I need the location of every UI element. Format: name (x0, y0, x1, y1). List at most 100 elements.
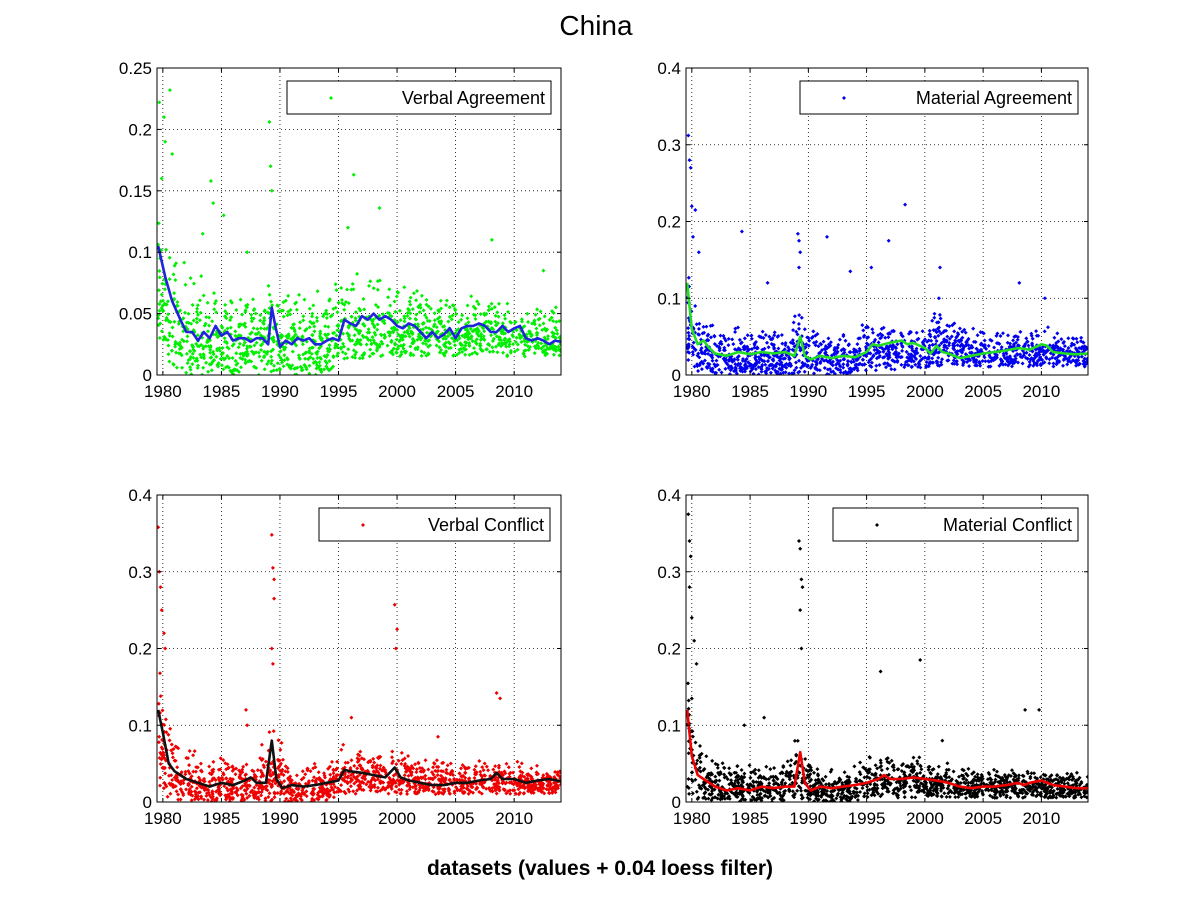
data-point (281, 757, 285, 762)
data-point (945, 358, 950, 363)
data-point (449, 317, 454, 322)
data-point (270, 784, 275, 789)
data-point (262, 316, 267, 320)
data-point (909, 364, 914, 369)
legend: Verbal Agreement (286, 80, 552, 115)
data-point (506, 338, 511, 343)
data-point (457, 336, 462, 341)
data-point (257, 354, 262, 359)
data-point (376, 785, 380, 790)
data-point (860, 786, 865, 791)
data-point (878, 336, 883, 341)
data-point (258, 313, 263, 318)
data-point (225, 762, 230, 767)
data-point (276, 738, 281, 743)
data-point (227, 799, 232, 802)
data-point (692, 346, 697, 351)
data-point (254, 350, 259, 355)
data-point (489, 306, 494, 311)
legend-box (318, 507, 551, 542)
data-point (208, 355, 213, 360)
data-point (1035, 363, 1040, 368)
data-point (220, 346, 225, 350)
data-point (421, 308, 426, 313)
y-tick-label: 0.4 (128, 486, 152, 505)
data-point (734, 770, 738, 775)
data-point (184, 320, 189, 325)
data-point (997, 363, 1002, 368)
data-point (1013, 354, 1018, 359)
data-point (421, 341, 425, 346)
data-point (484, 312, 489, 316)
data-point (425, 330, 429, 335)
data-point (339, 747, 344, 752)
data-point (552, 786, 557, 791)
data-point (270, 770, 275, 775)
data-point (194, 765, 199, 770)
data-point (318, 794, 323, 799)
data-point (464, 333, 469, 338)
data-point (298, 320, 303, 325)
data-point (335, 310, 340, 315)
data-layer (157, 525, 561, 802)
data-point (341, 777, 346, 782)
data-point (225, 326, 230, 331)
data-point (478, 312, 483, 317)
data-point (361, 780, 366, 785)
data-point (1070, 336, 1075, 341)
data-point (288, 791, 292, 796)
data-point (242, 788, 247, 793)
data-point (231, 372, 236, 375)
data-point (343, 760, 348, 765)
data-point (856, 362, 861, 367)
data-point (258, 326, 263, 331)
data-point (435, 773, 440, 778)
data-point (302, 791, 307, 796)
data-point (399, 350, 404, 354)
data-point (266, 359, 271, 364)
data-point (206, 329, 210, 334)
data-point (396, 290, 401, 295)
data-point (525, 344, 530, 349)
data-point (945, 761, 950, 766)
data-point (1032, 771, 1037, 776)
data-point (305, 766, 310, 771)
data-point (982, 338, 987, 343)
figure-footer: datasets (values + 0.04 loess filter) (427, 857, 773, 880)
data-point (843, 338, 848, 343)
data-point (385, 343, 390, 348)
data-point (698, 348, 703, 353)
outlier-point (489, 237, 494, 242)
data-point (341, 742, 346, 747)
data-point (788, 364, 793, 369)
data-point (370, 763, 375, 768)
data-point (371, 351, 376, 356)
data-point (482, 329, 487, 334)
data-point (157, 308, 162, 313)
data-point (919, 357, 924, 362)
data-point (900, 348, 905, 353)
data-point (245, 795, 250, 800)
data-point (322, 354, 327, 358)
data-point (868, 782, 873, 787)
data-point (208, 347, 213, 352)
data-point (756, 372, 761, 375)
data-point (389, 338, 394, 343)
outlier-point (351, 172, 356, 177)
data-point (334, 333, 339, 338)
data-point (518, 773, 523, 778)
data-point (841, 357, 846, 362)
data-point (398, 791, 403, 796)
data-point (407, 766, 412, 771)
data-point (188, 367, 193, 372)
data-point (195, 306, 200, 311)
data-point (270, 779, 275, 784)
data-point (1051, 364, 1056, 369)
data-point (1001, 351, 1006, 356)
data-point (272, 363, 276, 368)
data-point (252, 365, 257, 369)
data-point (556, 786, 560, 791)
data-point (244, 791, 249, 796)
data-point (333, 305, 338, 310)
outlier-point (377, 206, 382, 210)
